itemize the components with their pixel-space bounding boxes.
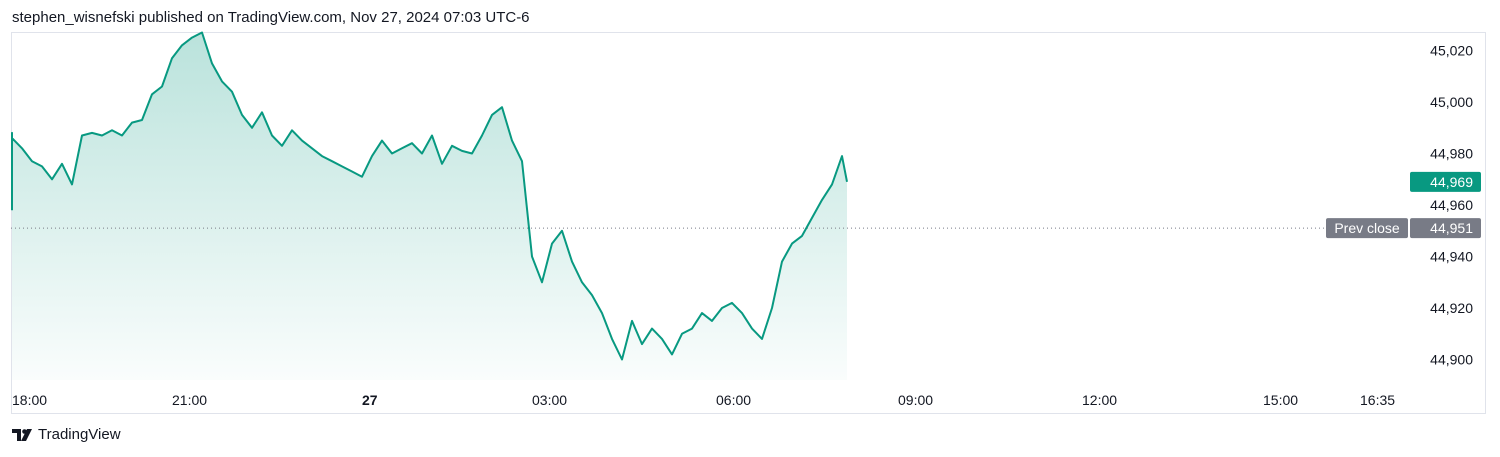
chart-frame [11, 32, 1486, 414]
x-tick-label: 27 [362, 392, 378, 408]
y-tick-label: 44,920 [1430, 300, 1473, 316]
x-tick-label: 15:00 [1263, 392, 1298, 408]
y-tick-label: 45,020 [1430, 43, 1473, 59]
y-tick-label: 44,940 [1430, 249, 1473, 265]
y-tick-label: 44,960 [1430, 197, 1473, 213]
last-price-label: 44,969 [1430, 174, 1473, 190]
x-tick-label: 16:35 [1360, 392, 1395, 408]
price-line [11, 31, 848, 361]
tradingview-branding[interactable]: TradingView [12, 426, 121, 443]
x-tick-label: 18:00 [12, 392, 47, 408]
x-tick-label: 12:00 [1082, 392, 1117, 408]
prev-close-text-badge [1326, 218, 1408, 239]
y-tick-label: 44,980 [1430, 146, 1473, 162]
price-area-fill [12, 32, 847, 380]
tradingview-logo-icon [12, 428, 32, 441]
last-price-badge [1410, 171, 1481, 192]
publisher-caption: stephen_wisnefski published on TradingVi… [12, 9, 530, 26]
x-tick-label: 09:00 [898, 392, 933, 408]
y-tick-label: 45,000 [1430, 94, 1473, 110]
x-tick-label: 06:00 [716, 392, 751, 408]
prev-close-value-badge [1410, 218, 1481, 239]
x-tick-label: 21:00 [172, 392, 207, 408]
y-tick-label: 44,900 [1430, 352, 1473, 368]
prev-close-value: 44,951 [1430, 220, 1473, 236]
brand-name: TradingView [38, 426, 121, 443]
x-tick-label: 03:00 [532, 392, 567, 408]
prev-close-text: Prev close [1334, 220, 1400, 236]
